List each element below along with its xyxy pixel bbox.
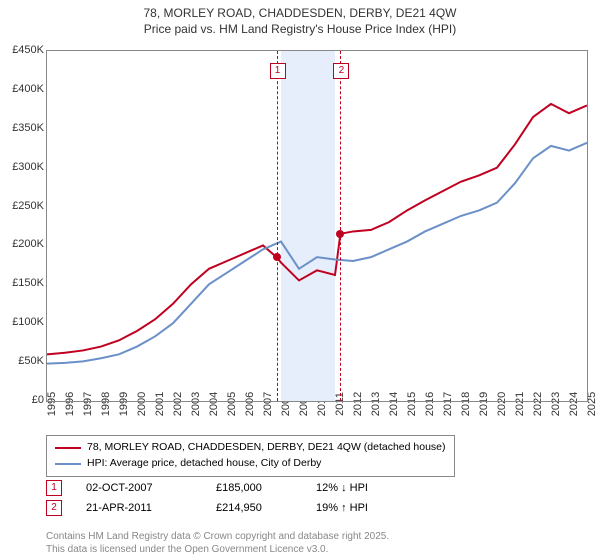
sale-date: 21-APR-2011 (86, 502, 216, 514)
sale-hpi-delta: 19% ↑ HPI (316, 502, 416, 514)
marker-badge: 1 (270, 63, 286, 79)
sale-marker-badge: 2 (46, 500, 62, 516)
marker-line (340, 51, 341, 401)
series-price_paid (47, 104, 587, 354)
sale-hpi-delta: 12% ↓ HPI (316, 482, 416, 494)
chart-title: 78, MORLEY ROAD, CHADDESDEN, DERBY, DE21… (0, 0, 600, 37)
sale-marker-badge: 1 (46, 480, 62, 496)
legend-swatch (55, 463, 81, 465)
y-tick-label: £50K (0, 355, 44, 367)
sales-table: 1 02-OCT-2007 £185,000 12% ↓ HPI 2 21-AP… (46, 478, 416, 518)
y-tick-label: £0 (0, 394, 44, 406)
y-tick-label: £400K (0, 83, 44, 95)
legend-label: HPI: Average price, detached house, City… (87, 456, 321, 472)
footer-line-1: Contains HM Land Registry data © Crown c… (46, 530, 389, 543)
legend-item: HPI: Average price, detached house, City… (55, 456, 446, 472)
chart-container: 78, MORLEY ROAD, CHADDESDEN, DERBY, DE21… (0, 0, 600, 560)
series-hpi (47, 143, 587, 364)
marker-badge: 2 (333, 63, 349, 79)
plot-area: 12 (46, 50, 588, 402)
sale-date: 02-OCT-2007 (86, 482, 216, 494)
table-row: 2 21-APR-2011 £214,950 19% ↑ HPI (46, 498, 416, 518)
title-line-2: Price paid vs. HM Land Registry's House … (0, 22, 600, 38)
title-line-1: 78, MORLEY ROAD, CHADDESDEN, DERBY, DE21… (0, 6, 600, 22)
y-tick-label: £450K (0, 44, 44, 56)
y-tick-label: £350K (0, 122, 44, 134)
y-tick-label: £250K (0, 200, 44, 212)
footer-line-2: This data is licensed under the Open Gov… (46, 543, 389, 556)
line-series (47, 51, 587, 401)
sale-point (273, 253, 281, 261)
attribution-footer: Contains HM Land Registry data © Crown c… (46, 530, 389, 556)
y-tick-label: £200K (0, 238, 44, 250)
legend-swatch (55, 447, 81, 449)
sale-point (336, 230, 344, 238)
legend: 78, MORLEY ROAD, CHADDESDEN, DERBY, DE21… (46, 435, 455, 477)
y-tick-label: £100K (0, 316, 44, 328)
legend-item: 78, MORLEY ROAD, CHADDESDEN, DERBY, DE21… (55, 440, 446, 456)
y-tick-label: £150K (0, 277, 44, 289)
y-tick-label: £300K (0, 161, 44, 173)
table-row: 1 02-OCT-2007 £185,000 12% ↓ HPI (46, 478, 416, 498)
sale-price: £185,000 (216, 482, 316, 494)
legend-label: 78, MORLEY ROAD, CHADDESDEN, DERBY, DE21… (87, 440, 446, 456)
marker-line (277, 51, 278, 401)
sale-price: £214,950 (216, 502, 316, 514)
